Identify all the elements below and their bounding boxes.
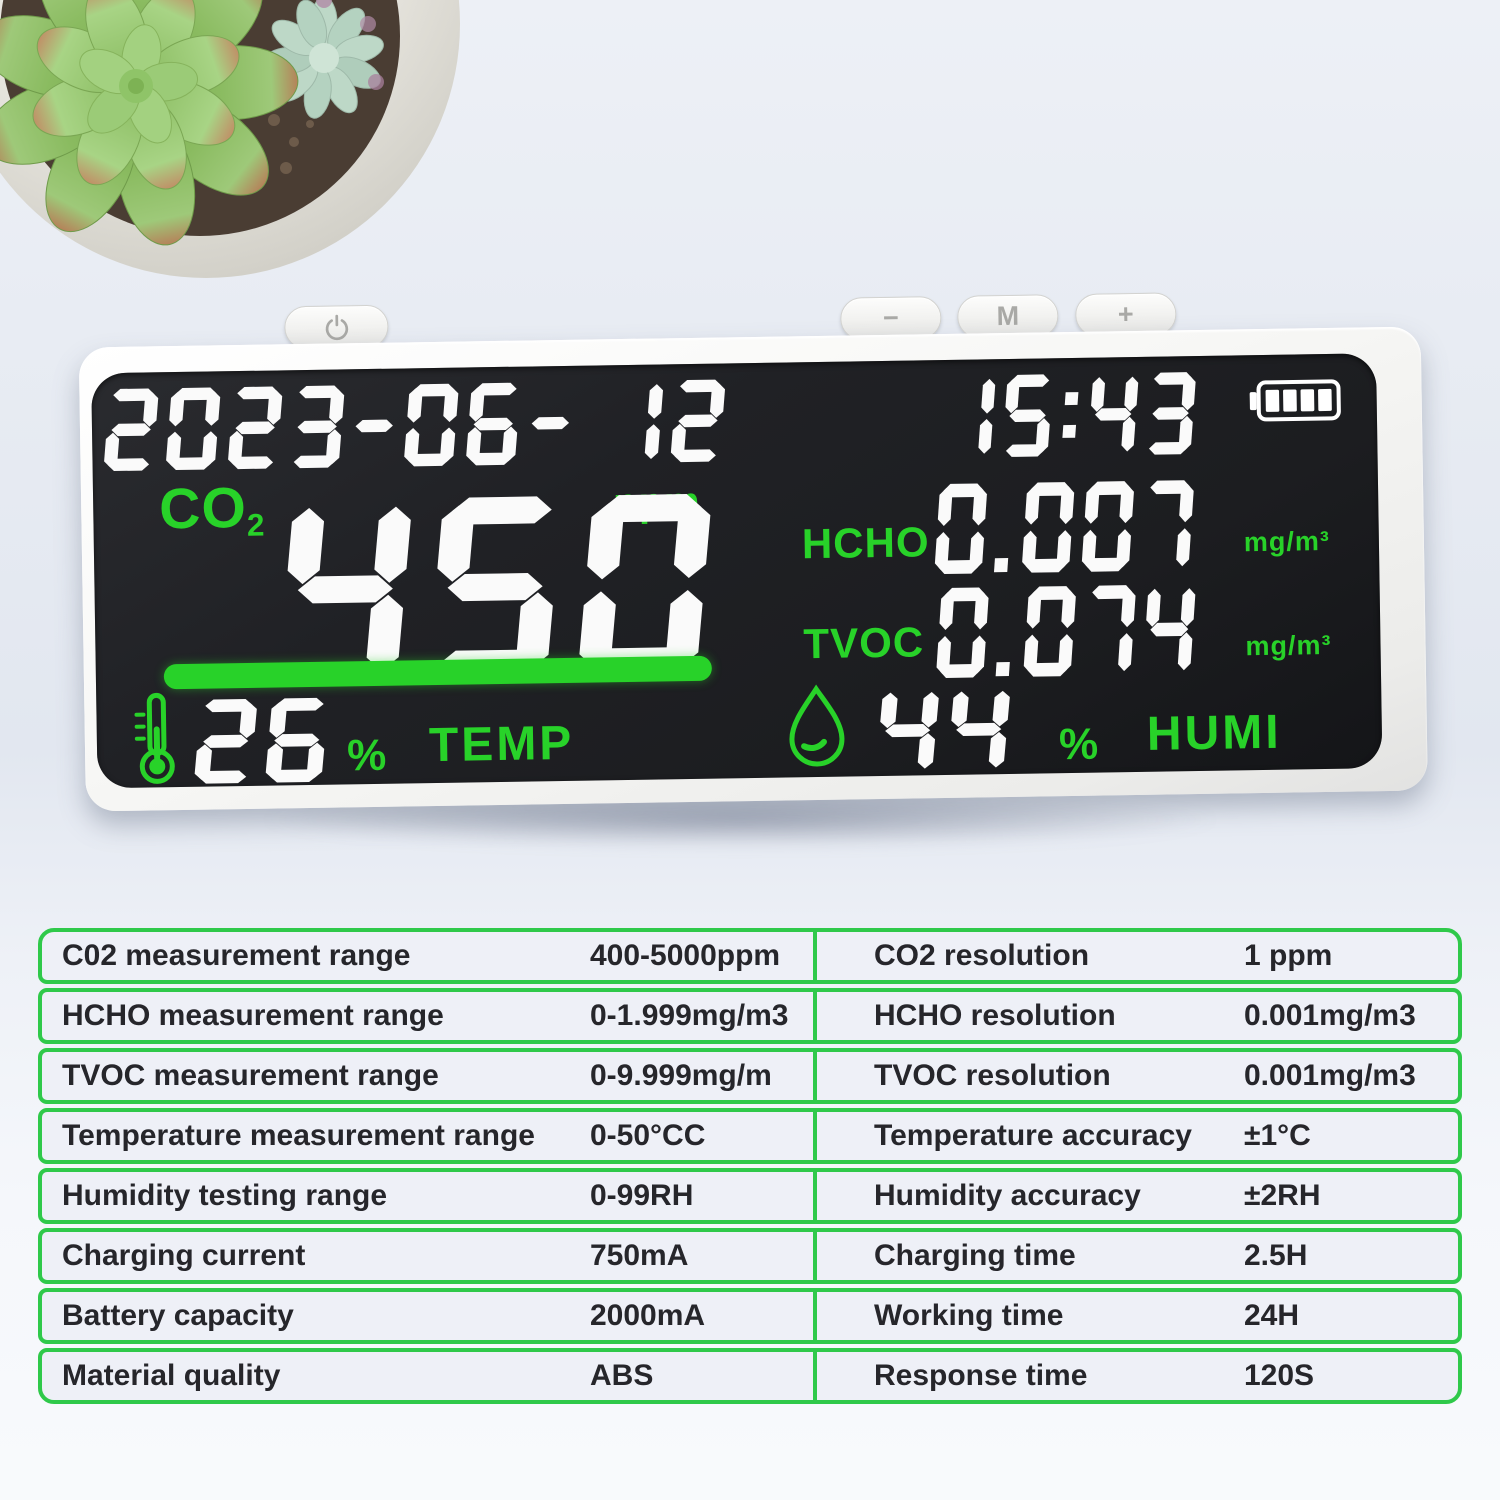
humidity-droplet-icon [789,684,845,767]
spec-column-divider [813,1228,817,1284]
co2-level-bar [163,655,713,690]
spec-value-left: 0-99RH [590,1179,694,1212]
spec-label-left: Humidity testing range [62,1179,388,1212]
spec-row: HCHO measurement range 0-1.999mg/m3 HCHO r… [38,988,1462,1044]
spec-row: Charging current 750mA Charging time 2.5H [38,1228,1462,1284]
spec-row: Temperature measurement range 0-50°CC Temp… [38,1108,1462,1164]
co2-label-text: CO [158,475,248,542]
device-body: CO2 ppm HCHO mg/m³ TVOC mg/m³ [78,326,1428,812]
temperature-value [194,697,329,784]
spec-table: C02 measurement range 400-5000ppm CO2 reso… [38,928,1462,1408]
spec-column-divider [813,1288,817,1344]
spec-row: TVOC measurement range 0-9.999mg/m TVOC re… [38,1048,1462,1104]
spec-value-right: 1 ppm [1244,939,1333,972]
spec-value-right: ±2RH [1244,1179,1321,1212]
spec-label-right: Charging time [874,1239,1076,1272]
tvoc-unit-label: mg/m³ [1245,629,1332,662]
spec-column-divider [813,1048,817,1104]
spec-label-right: Working time [874,1299,1064,1332]
spec-label-left: TVOC measurement range [62,1059,439,1092]
succulent-rosette [0,0,300,253]
time-display [946,372,1197,458]
spec-label-right: TVOC resolution [874,1059,1111,1092]
spec-value-left: 0-1.999mg/m3 [590,999,789,1032]
spec-value-right: 0.001mg/m3 [1244,1059,1416,1092]
device-screen: CO2 ppm HCHO mg/m³ TVOC mg/m³ [91,353,1383,789]
spec-value-left: 750mA [590,1239,689,1272]
spec-value-right: 2.5H [1244,1239,1308,1272]
spec-row: Material quality ABS Response time 120S [38,1348,1462,1404]
spec-row: Humidity testing range 0-99RH Humidity acc… [38,1168,1462,1224]
spec-column-divider [813,1348,817,1404]
spec-column-divider [813,1168,817,1224]
spec-label-right: HCHO resolution [874,999,1116,1032]
humidity-percent-sign: % [1058,719,1100,770]
spec-value-left: 2000mA [590,1299,706,1332]
spec-row: C02 measurement range 400-5000ppm CO2 reso… [38,928,1462,984]
spec-label-left: HCHO measurement range [62,999,444,1032]
temperature-percent-sign: % [346,730,388,781]
spec-value-left: ABS [590,1359,654,1392]
hcho-value [934,480,1195,574]
succulent-plant-photo [0,0,460,278]
spec-value-right: 120S [1244,1359,1315,1392]
spec-label-left: Material quality [62,1359,281,1392]
thermometer-icon [134,692,175,784]
co2-value [283,494,714,681]
battery-icon [1249,379,1341,422]
spec-label-right: Humidity accuracy [874,1179,1141,1212]
spec-value-left: 0-9.999mg/m [590,1059,772,1092]
spec-label-left: Charging current [62,1239,306,1272]
air-quality-monitor: − M + CO2 ppm HCHO mg/m³ TVOC [78,286,1428,817]
humidity-label: HUMI [1146,705,1282,761]
spec-value-left: 400-5000ppm [590,939,781,972]
power-icon [325,314,348,341]
spec-value-right: 0.001mg/m3 [1244,999,1416,1032]
spec-column-divider [813,988,817,1044]
temperature-label: TEMP [428,716,575,773]
tvoc-label: TVOC [803,618,925,668]
spec-label-right: CO2 resolution [874,939,1090,972]
spec-value-left: 0-50°CC [590,1119,706,1152]
spec-label-left: C02 measurement range [62,939,411,972]
spec-value-right: ±1°C [1244,1119,1311,1152]
date-display [104,379,726,472]
spec-label-left: Temperature measurement range [62,1119,535,1152]
small-succulent [261,0,387,121]
spec-label-right: Response time [874,1359,1088,1392]
spec-column-divider [813,1108,817,1164]
spec-value-right: 24H [1244,1299,1300,1332]
hcho-label: HCHO [801,518,930,568]
spec-label-right: Temperature accuracy [874,1119,1192,1152]
tvoc-value [936,584,1197,678]
humidity-value [878,687,1011,773]
hcho-unit-label: mg/m³ [1243,525,1331,558]
power-button[interactable] [284,304,389,350]
co2-label: CO2 [159,475,266,545]
spec-row: Battery capacity 2000mA Working time 24H [38,1288,1462,1344]
spec-label-left: Battery capacity [62,1299,294,1332]
co2-subscript: 2 [246,507,266,543]
spec-column-divider [813,928,817,984]
